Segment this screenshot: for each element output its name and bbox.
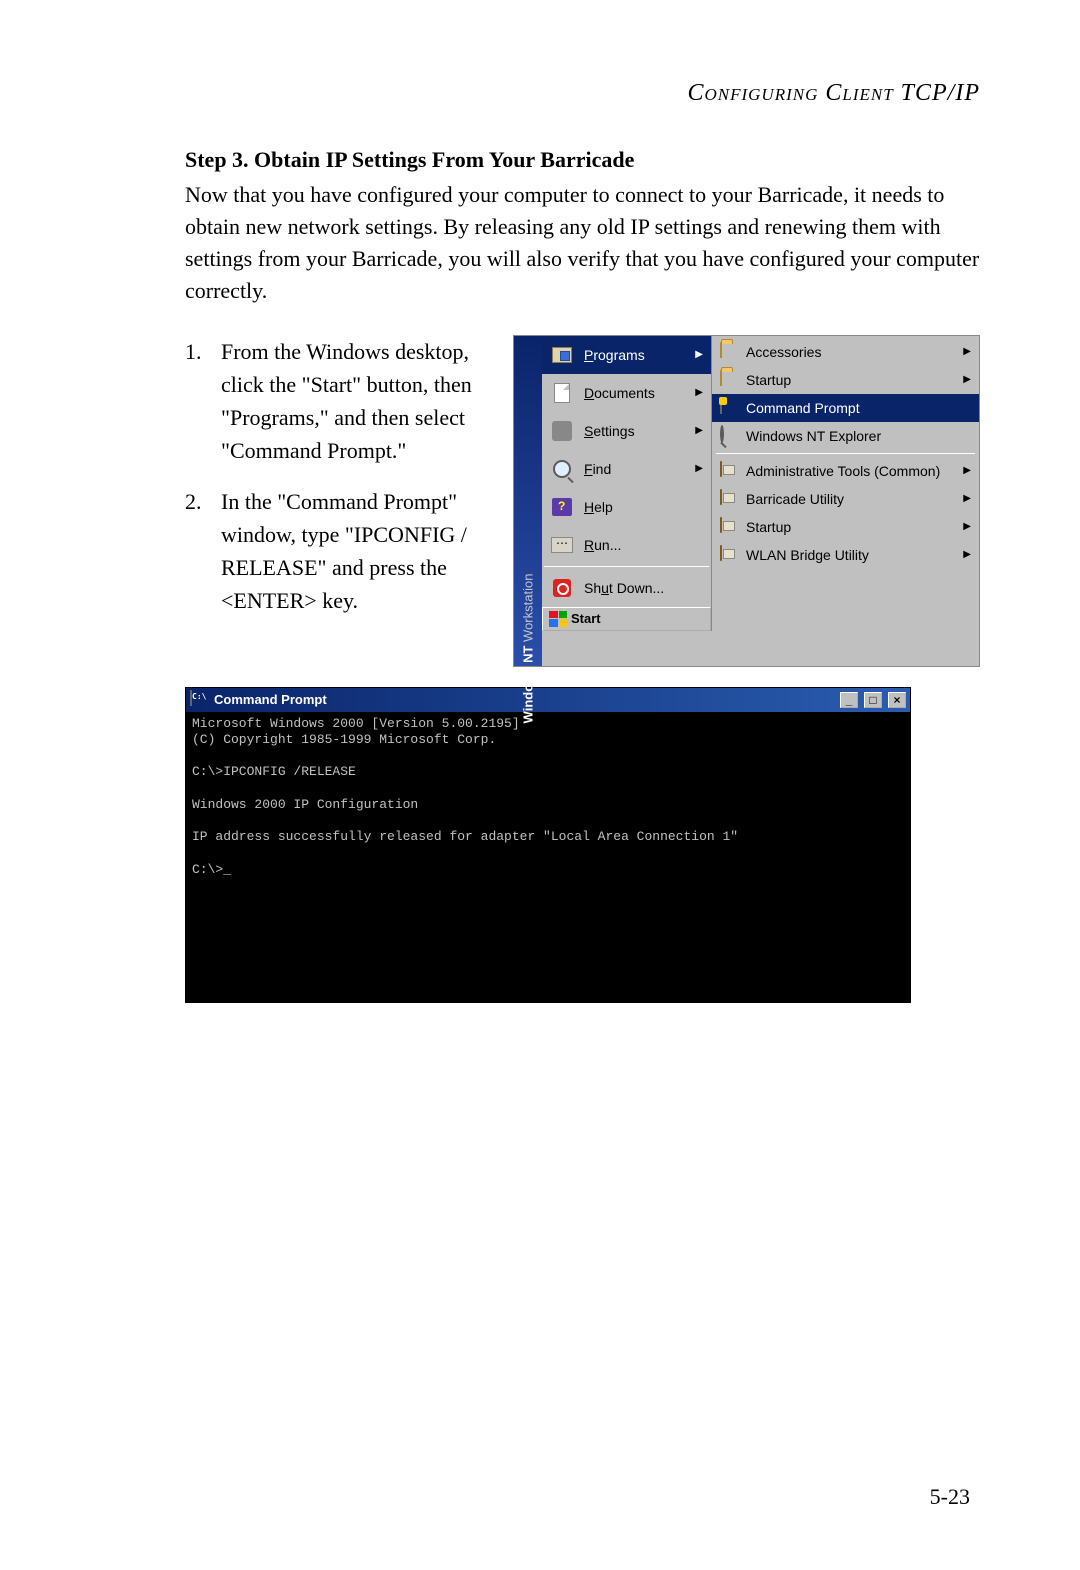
explorer-icon [720, 427, 738, 445]
start-item-shutdown[interactable]: Shut Down... [542, 569, 711, 607]
program-group-icon [720, 546, 738, 564]
step-item-2: In the "Command Prompt" window, type "IP… [185, 485, 495, 617]
program-group-icon [720, 518, 738, 536]
submenu-item-command-prompt[interactable]: Command Prompt [712, 394, 979, 422]
cmd-titlebar: Command Prompt _ □ × [186, 688, 910, 712]
start-menu-screenshot: Windows NT Workstation Programs▶ Documen… [513, 335, 980, 667]
cmd-output: Microsoft Windows 2000 [Version 5.00.219… [186, 712, 910, 1002]
folder-icon [720, 343, 738, 361]
intro-paragraph: Now that you have configured your comput… [185, 179, 980, 307]
step-list: From the Windows desktop, click the "Sta… [185, 335, 495, 617]
start-separator [544, 566, 709, 567]
start-item-documents[interactable]: Documents▶ [542, 374, 711, 412]
help-icon [550, 495, 574, 519]
step-item-1: From the Windows desktop, click the "Sta… [185, 335, 495, 467]
start-item-help[interactable]: Help [542, 488, 711, 526]
run-icon [550, 533, 574, 557]
start-menu-main: Programs▶ Documents▶ Settings▶ Find▶ Hel… [542, 336, 712, 631]
programs-submenu: Accessories▶ Startup▶ Command Prompt Win… [712, 336, 979, 571]
submenu-item-accessories[interactable]: Accessories▶ [712, 338, 979, 366]
submenu-item-explorer[interactable]: Windows NT Explorer [712, 422, 979, 450]
maximize-button[interactable]: □ [864, 692, 882, 708]
start-button[interactable]: Start [542, 607, 711, 631]
submenu-item-barricade[interactable]: Barricade Utility▶ [712, 485, 979, 513]
folder-icon [720, 371, 738, 389]
windows-logo-icon [549, 611, 567, 627]
submenu-item-admin-tools[interactable]: Administrative Tools (Common)▶ [712, 457, 979, 485]
page-header: Configuring Client TCP/IP [185, 80, 980, 107]
find-icon [550, 457, 574, 481]
page-number: 5-23 [930, 1484, 970, 1510]
shutdown-icon [550, 576, 574, 600]
close-button[interactable]: × [888, 692, 906, 708]
documents-icon [550, 381, 574, 405]
program-group-icon [720, 462, 738, 480]
submenu-item-startup[interactable]: Startup▶ [712, 366, 979, 394]
settings-icon [550, 419, 574, 443]
start-menu-banner: Windows NT Workstation [514, 336, 542, 666]
command-prompt-window: Command Prompt _ □ × Microsoft Windows 2… [185, 687, 911, 1003]
start-item-settings[interactable]: Settings▶ [542, 412, 711, 450]
cmd-icon [720, 399, 738, 417]
programs-icon [550, 343, 574, 367]
start-item-find[interactable]: Find▶ [542, 450, 711, 488]
submenu-item-wlan[interactable]: WLAN Bridge Utility▶ [712, 541, 979, 569]
minimize-button[interactable]: _ [840, 692, 858, 708]
step-title: Step 3. Obtain IP Settings From Your Bar… [185, 147, 980, 173]
start-item-programs[interactable]: Programs▶ [542, 336, 711, 374]
submenu-separator [716, 453, 975, 454]
cmd-title-icon [190, 691, 208, 709]
submenu-item-startup2[interactable]: Startup▶ [712, 513, 979, 541]
start-item-run[interactable]: Run... [542, 526, 711, 564]
program-group-icon [720, 490, 738, 508]
